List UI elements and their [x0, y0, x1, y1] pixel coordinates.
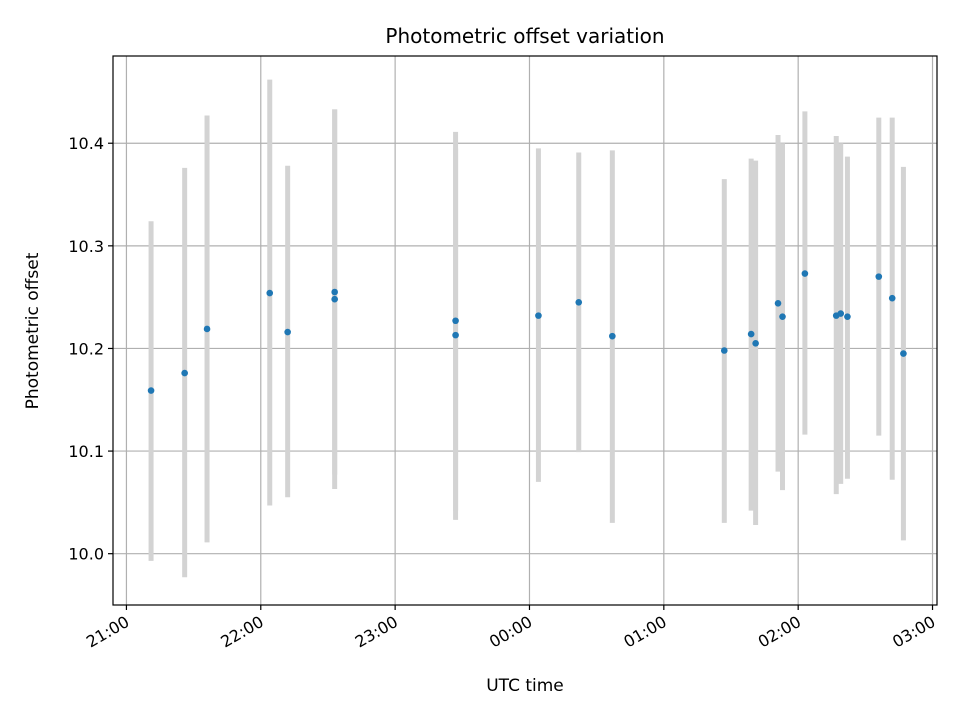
- data-point: [331, 288, 338, 296]
- data-point: [752, 340, 759, 347]
- y-tick-label: 10.4: [68, 134, 104, 153]
- x-tick-label: 23:00: [352, 612, 401, 652]
- plot-frame: [112, 55, 938, 606]
- data-point: [900, 350, 907, 357]
- y-tick-label: 10.2: [68, 339, 104, 358]
- data-point: [774, 300, 782, 307]
- y-tick-label: 10.1: [68, 442, 104, 461]
- data-point: [801, 270, 809, 277]
- x-tick-label: 03:00: [889, 612, 938, 652]
- y-tick-label: 10.0: [68, 545, 104, 564]
- data-point: [266, 289, 274, 297]
- data-point: [875, 273, 883, 280]
- data-point: [452, 331, 459, 339]
- data-point: [720, 347, 728, 354]
- x-tick-label: 21:00: [83, 612, 132, 652]
- chart-title: Photometric offset variation: [385, 24, 664, 48]
- x-axis-label: UTC time: [486, 676, 564, 696]
- data-point: [844, 313, 851, 320]
- tick-layer: 21:00 22:00 23:00 00:00 01:00 02:00 03:00 10.0 1…: [68, 134, 938, 651]
- data-point: [203, 325, 211, 333]
- data-point: [284, 328, 291, 336]
- y-axis-label: Photometric offset: [23, 252, 43, 409]
- data-point: [331, 295, 338, 303]
- point-layer: [147, 270, 907, 394]
- x-tick-label: 02:00: [755, 612, 804, 652]
- data-point: [452, 317, 459, 325]
- data-point: [147, 387, 155, 394]
- errorbar-layer: [148, 79, 906, 578]
- grid-layer: [113, 56, 937, 605]
- x-tick-label: 22:00: [217, 612, 266, 652]
- data-point: [837, 310, 845, 317]
- data-point: [181, 369, 188, 377]
- data-point: [888, 294, 896, 302]
- data-point: [535, 312, 542, 319]
- x-tick-label: 01:00: [620, 612, 669, 652]
- y-tick-label: 10.3: [68, 237, 104, 256]
- data-point: [747, 330, 755, 338]
- x-tick-label: 00:00: [486, 612, 535, 652]
- data-point: [779, 313, 786, 320]
- data-point: [575, 298, 583, 306]
- data-point: [609, 332, 616, 340]
